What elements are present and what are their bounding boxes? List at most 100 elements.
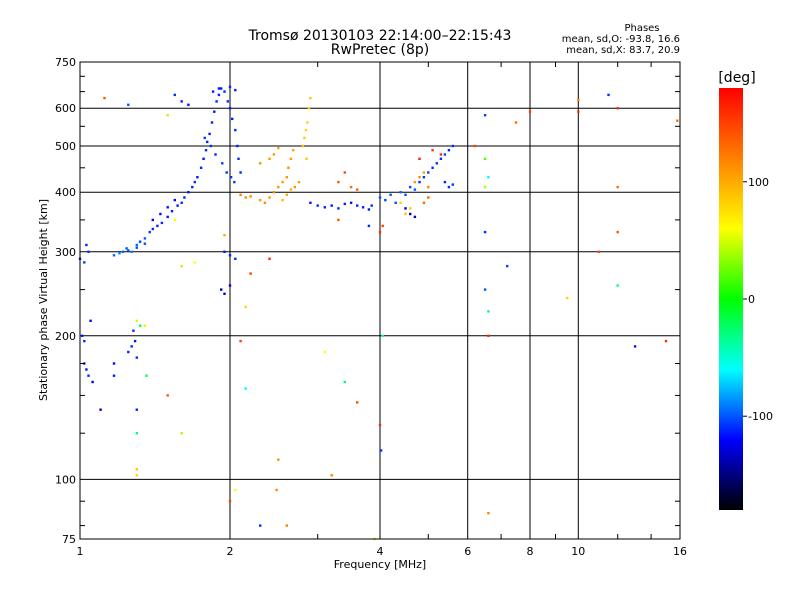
data-point [378,230,382,234]
data-point [83,339,86,343]
x-axis-label: Frequency [MHz] [334,558,426,571]
data-point [285,176,288,179]
data-point [367,208,371,211]
data-point [309,201,312,204]
data-point [249,272,252,275]
data-point [220,87,223,90]
data-point [143,237,147,240]
data-point [170,210,174,213]
y-axis-label: Stationary phase Virtual Height [km] [37,199,50,401]
data-point [427,196,430,199]
data-point [277,458,280,461]
data-point [443,153,447,156]
data-point [135,243,138,247]
data-point [160,221,164,225]
data-point [229,176,233,179]
data-point [431,166,434,169]
data-point [473,144,476,148]
data-point [506,264,509,268]
data-point [413,215,417,219]
x-tick-label: 10 [571,545,585,558]
data-point [404,212,407,216]
data-point [337,180,340,184]
data-point [418,180,421,184]
data-point [239,171,242,174]
data-point [418,157,421,160]
data-point [607,93,610,97]
plot-frame [79,61,681,540]
colorbar-tick-label: -100 [748,410,773,423]
data-point [166,394,169,397]
data-point [268,196,271,199]
data-point [343,171,346,174]
data-point [135,319,138,322]
data-point [209,144,212,148]
data-point [447,185,451,189]
data-point [422,201,426,204]
x-tick-label: 6 [464,545,471,558]
data-point [422,171,426,174]
data-point [89,319,92,322]
data-point [135,468,138,471]
y-tick-label: 200 [55,330,76,343]
data-point [228,85,232,89]
data-point [233,180,236,184]
data-point [228,107,232,110]
data-point [166,114,169,117]
data-point [566,296,569,300]
data-point [112,362,116,365]
y-tick-label: 600 [55,102,76,115]
data-point [268,257,271,260]
data-point [439,157,443,160]
data-point [281,198,284,202]
data-point [309,96,312,100]
data-point [193,261,196,264]
data-point [118,252,121,255]
data-point [413,188,417,191]
data-point [228,500,232,503]
data-point [292,149,295,152]
data-point [249,195,252,198]
data-point [418,176,421,179]
data-point [316,204,319,207]
data-point [103,96,106,100]
data-point [211,90,215,93]
chart-title: Tromsø 20130103 22:14:00–22:15:43 [248,28,512,44]
data-point [435,162,438,165]
data-point [447,149,451,152]
data-point [409,185,412,189]
data-point [244,196,247,199]
data-point [404,193,407,196]
data-point [389,193,392,196]
data-point [272,191,276,194]
data-point [135,408,138,411]
data-point [214,153,217,156]
data-point [301,144,304,148]
data-point [180,264,183,268]
data-point [297,180,301,184]
data-point [223,234,226,237]
data-point [217,87,221,90]
data-point [259,524,262,527]
grid-lines [80,62,680,539]
data-point [275,488,278,492]
data-point [399,191,402,194]
data-point [202,157,205,160]
data-point [483,157,487,160]
data-point [130,345,133,348]
data-point [277,185,280,189]
data-point [487,310,490,313]
data-point [384,198,387,202]
data-point [285,193,288,196]
data-point [378,423,382,427]
data-point [361,206,365,209]
colorbar-ticks: 100 0 -100 [743,176,773,423]
data-point [135,432,138,435]
data-point [664,339,668,343]
data-point [145,374,148,377]
data-point [356,188,359,191]
data-point [112,374,116,377]
data-point [443,180,447,184]
data-point [223,250,226,253]
data-point [143,242,147,245]
